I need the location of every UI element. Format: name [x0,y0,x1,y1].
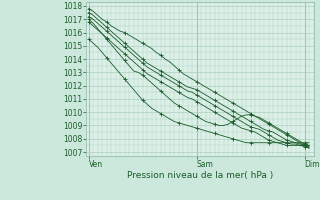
X-axis label: Pression niveau de la mer( hPa ): Pression niveau de la mer( hPa ) [127,171,273,180]
